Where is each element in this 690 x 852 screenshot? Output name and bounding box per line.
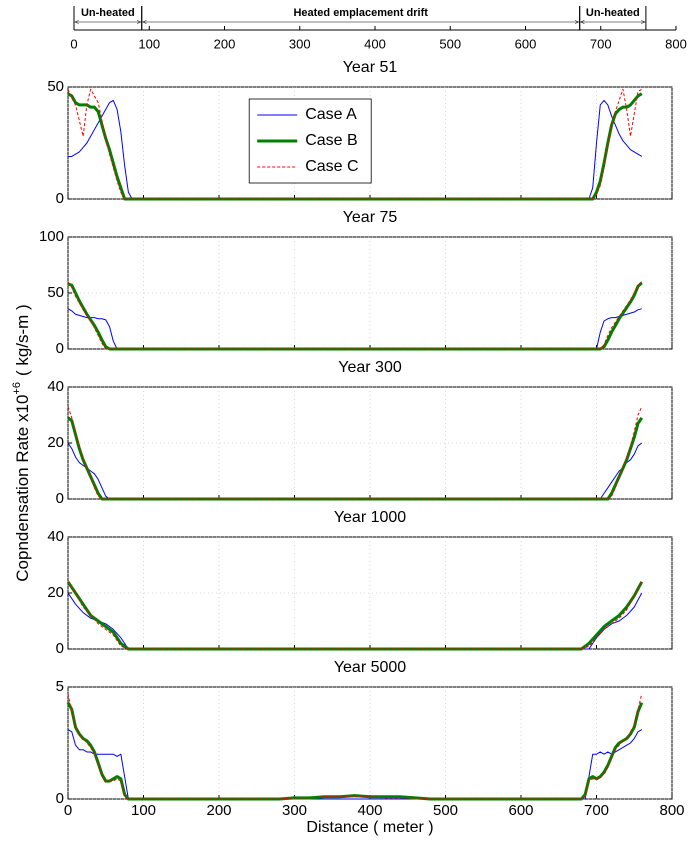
y-tick-label: 20 (47, 434, 64, 451)
ruler-tick-label: 100 (138, 36, 160, 51)
ruler-tick-label: 500 (439, 36, 461, 51)
span-label: Heated emplacement drift (293, 7, 428, 19)
y-tick-label: 0 (56, 640, 64, 657)
y-tick-label: 50 (47, 78, 64, 95)
legend-label: Case A (305, 106, 357, 123)
y-tick-label: 40 (47, 378, 64, 395)
y-label-superscript: +6 (11, 382, 23, 395)
y-tick-label: 100 (39, 228, 64, 245)
x-tick-label: 400 (357, 802, 382, 819)
x-tick-label: 700 (584, 802, 609, 819)
x-tick-label: 0 (64, 802, 72, 819)
x-tick-label: 600 (508, 802, 533, 819)
x-tick-label: 300 (282, 802, 307, 819)
x-tick-label: 100 (131, 802, 156, 819)
ruler-tick-label: 600 (515, 36, 537, 51)
legend-label: Case B (305, 132, 357, 149)
x-tick-label: 800 (659, 802, 684, 819)
ruler-tick-label: 700 (590, 36, 612, 51)
x-axis-label: Distance ( meter ) (306, 819, 433, 836)
series-line (67, 281, 643, 350)
ruler-tick-label: 400 (364, 36, 386, 51)
panel-title: Year 1000 (334, 509, 406, 526)
y-tick-label: 0 (56, 790, 64, 807)
ruler-tick-label: 800 (665, 36, 687, 51)
legend-label: Case C (305, 158, 358, 175)
panel-title: Year 300 (338, 359, 402, 376)
x-tick-label: 500 (433, 802, 458, 819)
y-axis-label: Copndensation Rate x10+6 ( kg/s-m ) (11, 304, 33, 581)
y-tick-label: 20 (47, 584, 64, 601)
panel-title: Year 51 (343, 59, 398, 76)
ruler-tick-label: 300 (289, 36, 311, 51)
x-tick-label: 200 (206, 802, 231, 819)
panel-title: Year 5000 (334, 659, 406, 676)
y-label-text: Copndensation Rate x10 (13, 395, 32, 582)
span-label: Un-heated (81, 7, 135, 19)
series-line (67, 693, 643, 800)
series-line (67, 406, 643, 500)
series-line (66, 701, 644, 801)
y-tick-label: 0 (56, 340, 64, 357)
y-label-unit: ( kg/s-m ) (13, 304, 32, 376)
series-line (67, 581, 643, 650)
y-tick-label: 50 (47, 284, 64, 301)
y-tick-label: 5 (56, 678, 64, 695)
ruler-tick-label: 0 (70, 36, 77, 51)
span-label: Un-heated (586, 7, 640, 19)
y-tick-label: 0 (56, 190, 64, 207)
y-tick-label: 0 (56, 490, 64, 507)
y-tick-label: 40 (47, 528, 64, 545)
panel-title: Year 75 (343, 209, 398, 226)
series-line (67, 88, 643, 200)
ruler-tick-label: 200 (214, 36, 236, 51)
